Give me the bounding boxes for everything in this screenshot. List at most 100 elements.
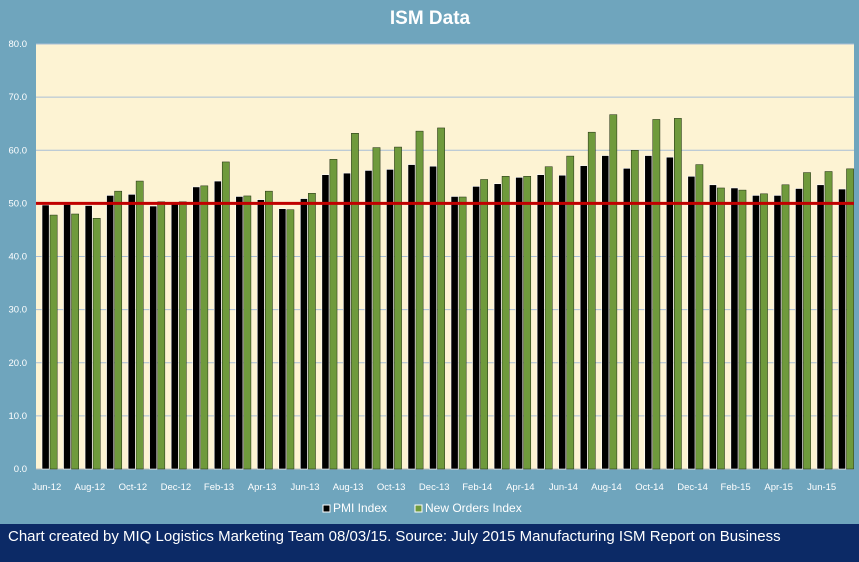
- bar-pmi-index: [343, 172, 351, 470]
- bar-new-orders-index: [609, 114, 618, 470]
- bar-new-orders-index: [480, 179, 488, 470]
- x-tick-label: Aug-12: [74, 482, 105, 493]
- bar-new-orders-index: [265, 190, 273, 470]
- y-tick-label: 10.0: [9, 411, 28, 422]
- chart-svg: ISM Data 0.0 10.0 20.0 30.0 40.0 50.0 60.0 70.0…: [9, 8, 854, 515]
- bars: [41, 114, 854, 470]
- bar-new-orders-index: [49, 214, 58, 470]
- x-tick-label: Jun-13: [291, 482, 320, 493]
- x-tick-label: Dec-13: [419, 482, 450, 493]
- bar-new-orders-index: [114, 190, 123, 470]
- x-tick-label: Dec-14: [677, 482, 708, 493]
- bar-pmi-index: [579, 165, 588, 470]
- bar-new-orders-index: [286, 209, 295, 470]
- y-axis-tick-labels: 0.0 10.0 20.0 30.0 40.0 50.0 60.0 70.0 80.0: [9, 39, 28, 475]
- legend-label-pmi: PMI Index: [333, 501, 387, 515]
- bar-new-orders-index: [437, 127, 445, 470]
- bar-new-orders-index: [308, 193, 316, 470]
- x-tick-label: Oct-14: [635, 482, 664, 493]
- bar-new-orders-index: [200, 185, 209, 470]
- bar-new-orders-index: [221, 161, 230, 470]
- bar-pmi-index: [278, 208, 287, 470]
- y-tick-label: 70.0: [9, 92, 28, 103]
- bar-pmi-index: [558, 174, 567, 470]
- bar-pmi-index: [256, 199, 265, 470]
- bar-new-orders-index: [630, 150, 639, 470]
- y-tick-label: 20.0: [9, 358, 28, 369]
- bar-new-orders-index: [544, 166, 553, 470]
- bar-new-orders-index: [157, 201, 166, 470]
- bar-pmi-index: [106, 195, 115, 470]
- y-tick-label: 40.0: [9, 252, 28, 263]
- y-tick-label: 60.0: [9, 145, 28, 156]
- bar-pmi-index: [730, 187, 739, 470]
- bar-new-orders-index: [351, 133, 359, 470]
- bar-new-orders-index: [652, 119, 661, 470]
- bar-pmi-index: [601, 155, 610, 470]
- bar-new-orders-index: [846, 168, 854, 470]
- bar-pmi-index: [364, 170, 373, 470]
- bar-pmi-index: [472, 186, 481, 470]
- x-tick-label: Feb-15: [721, 482, 751, 493]
- bar-pmi-index: [213, 180, 222, 470]
- x-tick-label: Jun-14: [549, 482, 578, 493]
- x-tick-label: Oct-13: [377, 482, 406, 493]
- bar-pmi-index: [149, 205, 158, 470]
- bar-new-orders-index: [329, 159, 338, 470]
- legend-swatch-pmi: [322, 504, 331, 513]
- bar-new-orders-index: [92, 218, 101, 470]
- x-tick-label: Aug-14: [591, 482, 622, 493]
- bar-new-orders-index: [566, 155, 575, 470]
- bar-new-orders-index: [243, 195, 252, 470]
- bar-pmi-index: [665, 156, 674, 470]
- bar-pmi-index: [84, 205, 93, 470]
- bar-new-orders-index: [71, 213, 79, 470]
- x-tick-label: Apr-15: [764, 482, 793, 493]
- bar-new-orders-index: [674, 118, 682, 470]
- bar-new-orders-index: [415, 130, 424, 470]
- bar-pmi-index: [536, 174, 545, 470]
- bar-pmi-index: [515, 177, 524, 470]
- bar-new-orders-index: [458, 196, 467, 470]
- bar-pmi-index: [321, 174, 330, 470]
- bar-pmi-index: [450, 196, 459, 470]
- bar-new-orders-index: [695, 164, 704, 470]
- bar-new-orders-index: [824, 171, 833, 470]
- bar-pmi-index: [192, 186, 201, 470]
- chart-title: ISM Data: [390, 8, 471, 29]
- bar-new-orders-index: [587, 131, 596, 470]
- x-tick-label: Jun-12: [32, 482, 61, 493]
- bar-new-orders-index: [781, 184, 790, 470]
- bar-pmi-index: [170, 202, 179, 470]
- bar-pmi-index: [687, 175, 696, 470]
- bar-new-orders-index: [803, 172, 811, 470]
- x-tick-label: Aug-13: [333, 482, 364, 493]
- x-tick-label: Dec-12: [161, 482, 192, 493]
- legend-swatch-new-orders: [414, 504, 423, 513]
- y-tick-label: 0.0: [14, 464, 27, 475]
- bar-new-orders-index: [372, 147, 381, 470]
- bar-pmi-index: [407, 164, 416, 470]
- bar-new-orders-index: [717, 187, 725, 470]
- footer-credit-text: Chart created by MIQ Logistics Marketing…: [8, 528, 781, 545]
- bar-pmi-index: [63, 204, 72, 470]
- y-tick-label: 30.0: [9, 305, 28, 316]
- x-tick-label: Oct-12: [119, 482, 148, 493]
- bar-pmi-index: [622, 168, 631, 470]
- y-tick-label: 50.0: [9, 198, 28, 209]
- bar-new-orders-index: [394, 146, 402, 470]
- y-tick-label: 80.0: [9, 39, 28, 50]
- x-axis-tick-labels: Jun-12 Aug-12 Oct-12 Dec-12 Feb-13 Apr-13 Jun-…: [32, 482, 836, 493]
- bar-pmi-index: [127, 194, 136, 470]
- bar-new-orders-index: [760, 193, 768, 470]
- bar-new-orders-index: [523, 176, 532, 470]
- bar-pmi-index: [300, 198, 308, 470]
- bar-pmi-index: [709, 184, 717, 470]
- bar-pmi-index: [235, 196, 244, 470]
- legend: PMI Index New Orders Index: [322, 501, 522, 515]
- x-tick-label: Jun-15: [807, 482, 836, 493]
- bar-pmi-index: [838, 188, 846, 470]
- x-tick-label: Feb-14: [462, 482, 492, 493]
- bar-pmi-index: [493, 183, 502, 470]
